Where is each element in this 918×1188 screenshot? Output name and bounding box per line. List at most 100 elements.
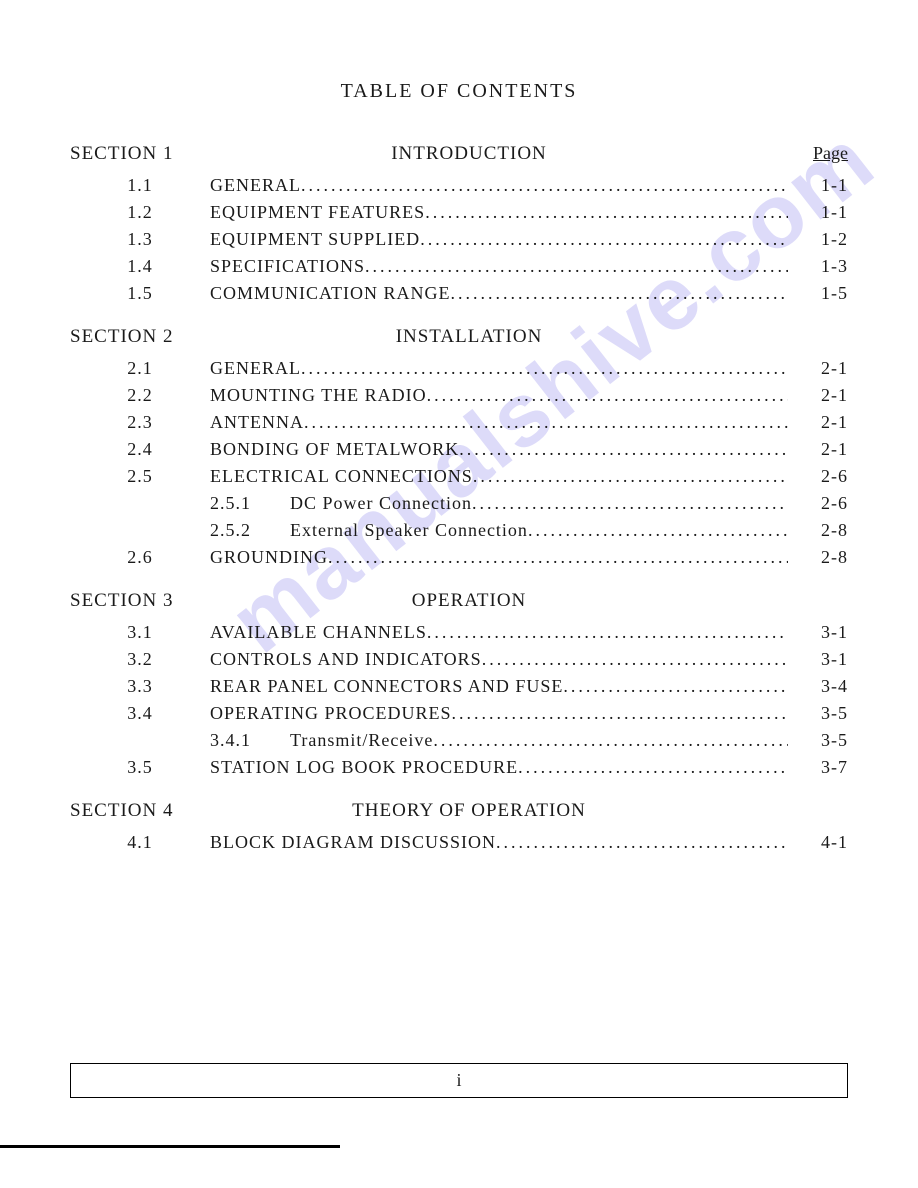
toc-entry: 2.4BONDING OF METALWORK2-1 <box>70 439 848 460</box>
toc-entry: 2.5.2External Speaker Connection2-8 <box>70 520 848 541</box>
entry-title-wrap: EQUIPMENT SUPPLIED <box>210 229 788 250</box>
toc-entry: 1.3EQUIPMENT SUPPLIED1-2 <box>70 229 848 250</box>
entry-title-wrap: SPECIFICATIONS <box>210 256 788 277</box>
entry-page: 2-8 <box>788 520 848 541</box>
entry-title-wrap: GROUNDING <box>210 547 788 568</box>
entry-title: External Speaker Connection <box>290 520 528 541</box>
entry-number: 2.4 <box>70 439 210 460</box>
section-title: THEORY OF OPERATION <box>210 800 788 822</box>
section-label: SECTION 3 <box>70 590 210 612</box>
entry-page: 3-1 <box>788 622 848 643</box>
section-header: SECTION 2INSTALLATION <box>70 326 848 348</box>
leader-dots <box>482 649 788 670</box>
entry-number: 4.1 <box>70 832 210 853</box>
entry-title: DC Power Connection <box>290 493 472 514</box>
toc-entry: 3.3REAR PANEL CONNECTORS AND FUSE3-4 <box>70 676 848 697</box>
entry-number: 1.3 <box>70 229 210 250</box>
toc-body: SECTION 1INTRODUCTIONPage1.1GENERAL1-11.… <box>70 143 848 853</box>
leader-dots <box>420 229 788 250</box>
entry-page: 1-1 <box>788 202 848 223</box>
toc-entry: 2.1GENERAL2-1 <box>70 358 848 379</box>
entry-title: GENERAL <box>210 358 301 379</box>
entry-number: 1.4 <box>70 256 210 277</box>
page-number-box: i <box>70 1063 848 1098</box>
entry-title-wrap: MOUNTING THE RADIO <box>210 385 788 406</box>
entry-number: 3.4 <box>70 703 210 724</box>
entry-number: 2.6 <box>70 547 210 568</box>
entry-page: 2-8 <box>788 547 848 568</box>
entry-title: BONDING OF METALWORK <box>210 439 459 460</box>
entry-page: 2-1 <box>788 385 848 406</box>
entry-title-wrap: OPERATING PROCEDURES <box>210 703 788 724</box>
entry-title-wrap: ANTENNA <box>210 412 788 433</box>
entry-title-wrap: COMMUNICATION RANGE <box>210 283 788 304</box>
toc-entry: 2.5ELECTRICAL CONNECTIONS 2-6 <box>70 466 848 487</box>
leader-dots <box>425 202 788 223</box>
entry-title-wrap: STATION LOG BOOK PROCEDURE <box>210 757 788 778</box>
entry-title-wrap: CONTROLS AND INDICATORS <box>210 649 788 670</box>
leader-dots <box>304 412 788 433</box>
entry-page: 1-2 <box>788 229 848 250</box>
leader-dots <box>563 676 788 697</box>
section-label: SECTION 2 <box>70 326 210 348</box>
entry-title: COMMUNICATION RANGE <box>210 283 451 304</box>
entry-title: ELECTRICAL CONNECTIONS <box>210 466 473 487</box>
entry-title-wrap: BLOCK DIAGRAM DISCUSSION <box>210 832 788 853</box>
entry-subnumber: 2.5.2 <box>210 520 290 541</box>
entry-title-wrap: REAR PANEL CONNECTORS AND FUSE <box>210 676 788 697</box>
toc-entry: 3.4.1Transmit/Receive3-5 <box>70 730 848 751</box>
toc-entry: 1.5COMMUNICATION RANGE1-5 <box>70 283 848 304</box>
leader-dots <box>473 466 788 487</box>
entry-page: 2-6 <box>788 466 848 487</box>
entry-title: AVAILABLE CHANNELS <box>210 622 427 643</box>
entry-title: GROUNDING <box>210 547 328 568</box>
entry-title-wrap: AVAILABLE CHANNELS <box>210 622 788 643</box>
entry-title-wrap: GENERAL <box>210 358 788 379</box>
entry-number: 2.5 <box>70 466 210 487</box>
entry-title-wrap: 3.4.1Transmit/Receive <box>210 730 788 751</box>
entry-page: 1-1 <box>788 175 848 196</box>
entry-number: 3.3 <box>70 676 210 697</box>
leader-dots <box>496 832 788 853</box>
entry-title: BLOCK DIAGRAM DISCUSSION <box>210 832 496 853</box>
entry-title-wrap: BONDING OF METALWORK <box>210 439 788 460</box>
entry-title-wrap: 2.5.1DC Power Connection <box>210 493 788 514</box>
toc-entry: 1.1GENERAL1-1 <box>70 175 848 196</box>
entry-page: 2-1 <box>788 358 848 379</box>
toc-entry: 3.4OPERATING PROCEDURES3-5 <box>70 703 848 724</box>
entry-subnumber: 3.4.1 <box>210 730 290 751</box>
leader-dots <box>459 439 788 460</box>
entry-title-wrap: EQUIPMENT FEATURES <box>210 202 788 223</box>
entry-number: 3.2 <box>70 649 210 670</box>
section-title: INTRODUCTION <box>210 143 788 165</box>
entry-page: 2-1 <box>788 412 848 433</box>
toc-entry: 2.2MOUNTING THE RADIO2-1 <box>70 385 848 406</box>
entry-number: 2.2 <box>70 385 210 406</box>
section-label: SECTION 1 <box>70 143 210 165</box>
toc-entry: 1.4SPECIFICATIONS1-3 <box>70 256 848 277</box>
section-header: SECTION 1INTRODUCTIONPage <box>70 143 848 165</box>
toc-entry: 2.5.1DC Power Connection2-6 <box>70 493 848 514</box>
entry-page: 3-1 <box>788 649 848 670</box>
section-header: SECTION 4THEORY OF OPERATION <box>70 800 848 822</box>
entry-subnumber: 2.5.1 <box>210 493 290 514</box>
toc-entry: 2.3ANTENNA2-1 <box>70 412 848 433</box>
entry-title: ANTENNA <box>210 412 304 433</box>
leader-dots <box>328 547 788 568</box>
section-header: SECTION 3OPERATION <box>70 590 848 612</box>
leader-dots <box>451 283 788 304</box>
leader-dots <box>452 703 788 724</box>
entry-number: 1.5 <box>70 283 210 304</box>
entry-title: EQUIPMENT FEATURES <box>210 202 425 223</box>
toc-entry: 2.6GROUNDING 2-8 <box>70 547 848 568</box>
section-label: SECTION 4 <box>70 800 210 822</box>
entry-title: REAR PANEL CONNECTORS AND FUSE <box>210 676 563 697</box>
section-title: INSTALLATION <box>210 326 788 348</box>
entry-number: 1.1 <box>70 175 210 196</box>
entry-page: 2-6 <box>788 493 848 514</box>
toc-entry: 3.1AVAILABLE CHANNELS3-1 <box>70 622 848 643</box>
leader-dots <box>433 730 788 751</box>
toc-entry: 4.1BLOCK DIAGRAM DISCUSSION4-1 <box>70 832 848 853</box>
entry-title-wrap: 2.5.2External Speaker Connection <box>210 520 788 541</box>
leader-dots <box>301 358 788 379</box>
